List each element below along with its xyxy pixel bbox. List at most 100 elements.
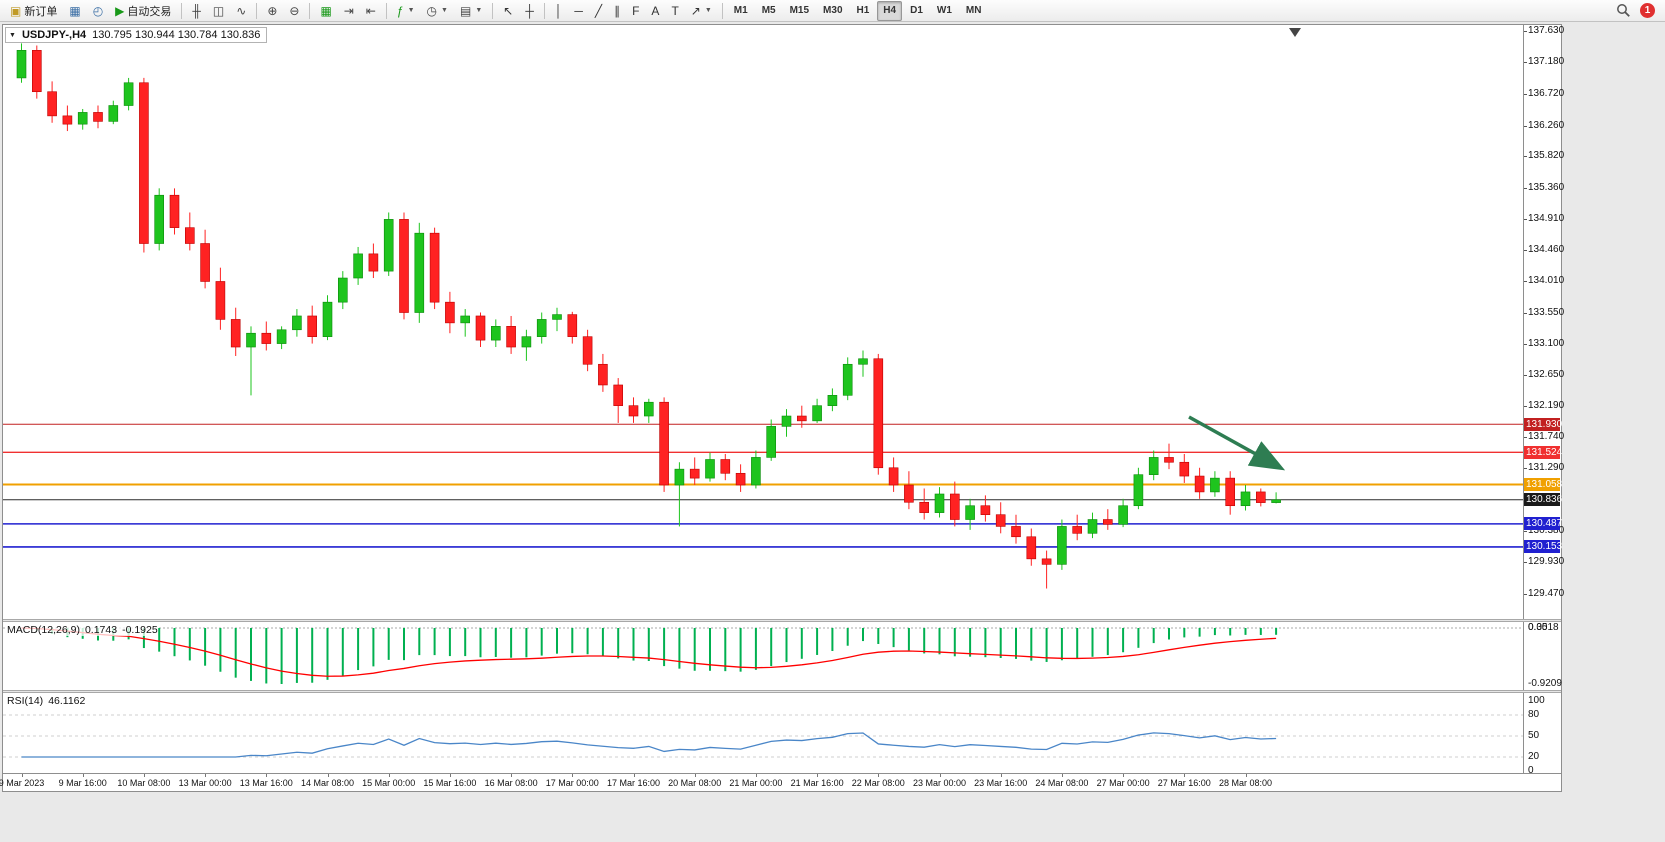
cursor-button[interactable]: ↖ [498, 1, 518, 21]
panel-splitter-2[interactable] [3, 690, 1561, 693]
time-axis-label: 9 Mar 16:00 [58, 778, 107, 788]
macd-panel[interactable]: MACD(12,26,9) 0.1743 -0.1925 [3, 622, 1523, 690]
time-axis-label: 27 Mar 00:00 [1096, 778, 1150, 788]
time-axis-tick [633, 774, 635, 777]
price-axis-tick [1524, 374, 1527, 376]
horizontal-line-button[interactable]: ─ [569, 1, 588, 21]
bar-chart-icon: ╫ [192, 3, 201, 18]
price-axis-tick [1524, 125, 1527, 127]
panel-splitter[interactable] [3, 619, 1561, 622]
rsi-axis-label: 80 [1528, 709, 1540, 720]
timeframe-m5-button-label: M5 [761, 5, 776, 16]
timeframe-m15-button[interactable]: M15 [784, 1, 815, 21]
rsi-axis-label: 100 [1528, 695, 1545, 706]
periods-clock-icon: ◷ [426, 3, 438, 18]
vertical-line-icon: │ [554, 3, 563, 18]
timeframe-m1-button[interactable]: M1 [728, 1, 754, 21]
autotrading-button[interactable]: ▶ 自动交易 [110, 1, 176, 21]
trendline-button[interactable]: ╱ [590, 1, 607, 21]
timeframe-h4-button[interactable]: H4 [877, 0, 903, 21]
macd-value-signal: -0.1925 [122, 624, 158, 636]
fibonacci-button[interactable]: F [627, 1, 644, 21]
chart-window-button[interactable]: ▦ [64, 1, 85, 21]
auto-scroll-button[interactable]: ⇥ [339, 1, 359, 21]
price-axis-label: 131.740 [1528, 431, 1565, 443]
timeframe-d1-button[interactable]: D1 [904, 1, 929, 21]
time-axis-tick [694, 774, 696, 777]
time-axis-tick [1061, 774, 1063, 777]
price-axis-label: 133.550 [1528, 306, 1565, 318]
timeframe-w1-button[interactable]: W1 [931, 1, 958, 21]
bar-chart-button[interactable]: ╫ [187, 1, 206, 21]
chart-window: ▼ USDJPY-,H4 130.795 130.944 130.784 130… [0, 24, 1565, 792]
macd-axis-max: 0.3518 [1528, 622, 1559, 633]
timeframe-m1-button-label: M1 [733, 5, 748, 16]
search-icon[interactable] [1616, 3, 1631, 18]
rsi-canvas[interactable] [3, 693, 1523, 773]
timeframe-h1-button[interactable]: H1 [851, 1, 876, 21]
autotrading-button-label: 自动交易 [127, 5, 172, 18]
rsi-panel[interactable]: RSI(14) 46.1162 [3, 693, 1523, 773]
price-chart-panel[interactable]: ▼ USDJPY-,H4 130.795 130.944 130.784 130… [3, 25, 1523, 619]
macd-value-main: 0.1743 [84, 624, 118, 636]
price-axis-label: 130.380 [1528, 525, 1565, 537]
time-axis-label: 13 Mar 16:00 [239, 778, 293, 788]
timeframe-m30-button[interactable]: M30 [817, 1, 848, 21]
symbol-info[interactable]: ▼ USDJPY-,H4 130.795 130.944 130.784 130… [5, 27, 268, 43]
price-axis-label: 129.470 [1528, 588, 1565, 600]
zoom-in-icon: ⊕ [267, 3, 278, 18]
vertical-line-button[interactable]: │ [550, 1, 568, 21]
macd-name: MACD(12,26,9) [7, 624, 80, 636]
tile-windows-button[interactable]: ▦ [315, 1, 336, 21]
candlestick-chart-button[interactable]: ◫ [208, 1, 229, 21]
price-axis-tick [1524, 31, 1527, 32]
text-label-button[interactable]: T [666, 1, 683, 21]
price-axis-label: 132.650 [1528, 368, 1565, 380]
collapse-triangle-icon[interactable]: ▼ [9, 31, 16, 39]
line-chart-button[interactable]: ∿ [231, 1, 251, 21]
toolbar-separator [181, 2, 183, 19]
tile-windows-icon: ▦ [320, 3, 332, 18]
zoom-in-button[interactable]: ⊕ [262, 1, 282, 21]
new-order-button[interactable]: ▣ 新订单 [5, 1, 62, 21]
price-axis-label: 133.100 [1528, 337, 1565, 349]
toolbar-separator [543, 2, 545, 19]
macd-canvas[interactable] [3, 622, 1523, 690]
price-axis-label: 135.360 [1528, 181, 1565, 193]
chart-shift-icon: ⇤ [365, 3, 376, 18]
periods-button[interactable]: ◷ ▼ [422, 1, 453, 21]
price-axis-tick [1524, 531, 1527, 533]
templates-button[interactable]: ▤ ▼ [455, 1, 487, 21]
new-order-button-label: 新订单 [24, 5, 58, 18]
time-axis-tick [143, 774, 145, 777]
chart-shift-button[interactable]: ⇤ [361, 1, 381, 21]
notification-badge[interactable]: 1 [1640, 3, 1655, 18]
strategy-tester-button[interactable]: ◴ [88, 1, 108, 21]
timeframe-mn-button[interactable]: MN [960, 1, 988, 21]
price-axis-tick [1524, 312, 1527, 314]
macd-axis-zero: 0.00 [1528, 622, 1548, 633]
price-chart-canvas[interactable] [3, 25, 1523, 619]
dropdown-arrow-icon: ▼ [475, 7, 483, 14]
price-axis-tick [1524, 343, 1527, 345]
time-axis-tick [266, 774, 268, 777]
chart-window-icon: ▦ [69, 3, 81, 18]
toolbar-right: 1 [1616, 3, 1655, 18]
cursor-arrow-icon: ↖ [503, 3, 514, 18]
zoom-out-button[interactable]: ⊖ [284, 1, 304, 21]
arrows-button[interactable]: ↗ ▼ [686, 1, 717, 21]
price-axis-label: 136.260 [1528, 119, 1565, 131]
channel-button[interactable]: ∥ [609, 1, 625, 21]
time-axis-label: 9 Mar 2023 [0, 778, 45, 788]
price-axis-tick [1524, 155, 1527, 157]
text-button[interactable]: A [646, 1, 664, 21]
timeframe-m5-button[interactable]: M5 [756, 1, 782, 21]
price-scale[interactable]: 137.630 137.180 136.720 136.260 135.820 135.3… [1523, 25, 1565, 776]
price-axis-label: 135.820 [1528, 149, 1565, 161]
time-axis[interactable]: 9 Mar 2023 9 Mar 16:00 10 Mar 08:00 13 Mar … [0, 773, 1561, 791]
price-axis-label: 134.460 [1528, 243, 1565, 255]
crosshair-button[interactable]: ┼ [520, 1, 539, 21]
channel-icon: ∥ [614, 3, 621, 18]
indicators-button[interactable]: ƒ ▼ [392, 1, 420, 21]
crosshair-icon: ┼ [525, 3, 534, 18]
